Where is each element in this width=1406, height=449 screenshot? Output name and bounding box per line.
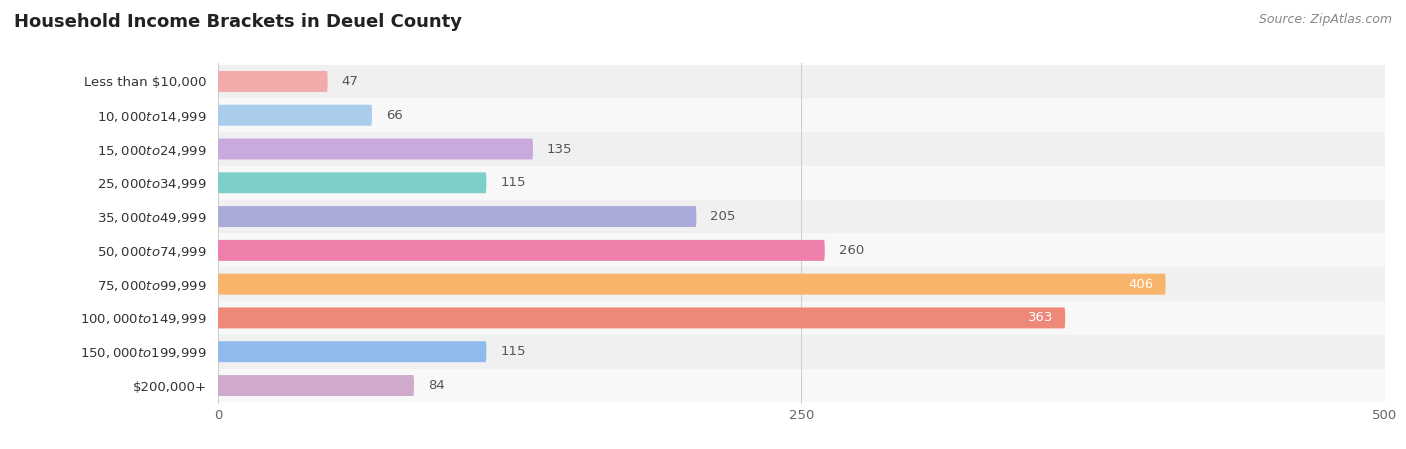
FancyBboxPatch shape bbox=[218, 206, 696, 227]
Text: 260: 260 bbox=[839, 244, 865, 257]
Text: 115: 115 bbox=[501, 176, 526, 189]
Text: 406: 406 bbox=[1129, 277, 1154, 291]
Bar bbox=[218, 301, 1385, 335]
Bar bbox=[218, 65, 1385, 98]
FancyBboxPatch shape bbox=[218, 139, 533, 159]
Text: 84: 84 bbox=[427, 379, 444, 392]
Text: 135: 135 bbox=[547, 142, 572, 155]
Text: 47: 47 bbox=[342, 75, 359, 88]
FancyBboxPatch shape bbox=[218, 341, 486, 362]
FancyBboxPatch shape bbox=[218, 308, 1066, 328]
FancyBboxPatch shape bbox=[218, 71, 328, 92]
Text: 115: 115 bbox=[501, 345, 526, 358]
Text: Source: ZipAtlas.com: Source: ZipAtlas.com bbox=[1258, 13, 1392, 26]
FancyBboxPatch shape bbox=[218, 375, 413, 396]
Bar bbox=[218, 267, 1385, 301]
Text: Household Income Brackets in Deuel County: Household Income Brackets in Deuel Count… bbox=[14, 13, 463, 31]
Bar bbox=[218, 335, 1385, 369]
Bar bbox=[218, 98, 1385, 132]
Text: 363: 363 bbox=[1028, 312, 1053, 325]
FancyBboxPatch shape bbox=[218, 172, 486, 193]
Text: 66: 66 bbox=[387, 109, 402, 122]
FancyBboxPatch shape bbox=[218, 274, 1166, 295]
Bar bbox=[218, 233, 1385, 267]
Bar bbox=[218, 166, 1385, 200]
FancyBboxPatch shape bbox=[218, 105, 373, 126]
Text: 205: 205 bbox=[710, 210, 735, 223]
Bar bbox=[218, 200, 1385, 233]
Bar bbox=[218, 369, 1385, 402]
Bar bbox=[218, 132, 1385, 166]
FancyBboxPatch shape bbox=[218, 240, 825, 261]
